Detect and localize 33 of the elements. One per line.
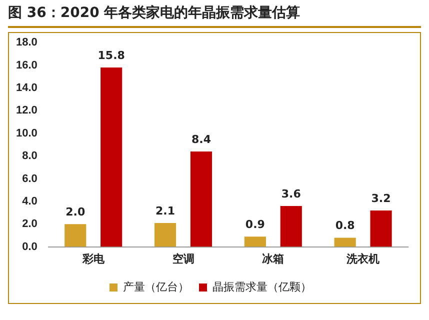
y-tick-label: 18.0 bbox=[16, 36, 38, 49]
bar bbox=[190, 152, 212, 247]
data-label: 3.6 bbox=[281, 187, 302, 200]
bar bbox=[244, 236, 266, 247]
y-tick-label: 16.0 bbox=[16, 59, 38, 72]
legend-label: 晶振需求量（亿颗） bbox=[212, 280, 312, 294]
y-tick-label: 6.0 bbox=[22, 172, 38, 185]
y-tick-label: 10.0 bbox=[16, 127, 38, 140]
y-tick-label: 0.0 bbox=[22, 240, 38, 253]
data-label: 3.2 bbox=[371, 192, 391, 205]
data-label: 8.4 bbox=[191, 132, 212, 146]
x-tick-label: 冰箱 bbox=[262, 252, 284, 266]
bar bbox=[280, 206, 302, 247]
data-label: 2.0 bbox=[66, 205, 86, 218]
y-tick-label: 12.0 bbox=[16, 104, 38, 117]
legend-label: 产量（亿台） bbox=[123, 280, 189, 294]
data-label: 0.9 bbox=[245, 218, 265, 231]
bar bbox=[154, 222, 176, 247]
bar bbox=[100, 68, 122, 247]
x-tick-label: 洗衣机 bbox=[346, 252, 380, 266]
x-tick-label: 空调 bbox=[172, 252, 194, 266]
data-label: 15.8 bbox=[98, 48, 125, 62]
y-tick-label: 8.0 bbox=[22, 150, 38, 162]
x-tick-label: 彩电 bbox=[81, 252, 106, 266]
data-label: 2.1 bbox=[156, 204, 176, 218]
y-tick-label: 2.0 bbox=[22, 218, 38, 230]
data-label: 0.8 bbox=[335, 219, 355, 232]
y-tick-label: 4.0 bbox=[22, 195, 38, 208]
bar bbox=[370, 210, 392, 247]
bar bbox=[334, 238, 356, 247]
bar bbox=[64, 224, 86, 247]
y-tick-label: 14.0 bbox=[16, 82, 38, 94]
chart-title: 图 36：2020 年各类家电的年晶振需求量估算 bbox=[8, 4, 421, 28]
